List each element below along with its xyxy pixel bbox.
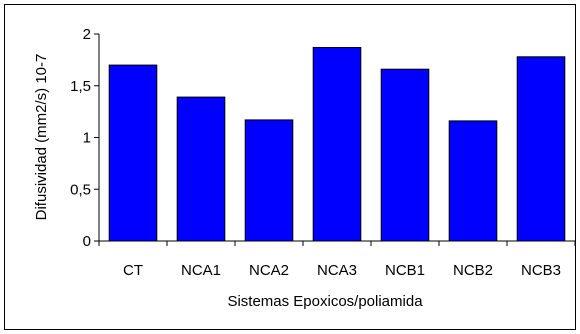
y-tick-label: 0,5 xyxy=(70,181,91,198)
x-tick-label: NCA3 xyxy=(317,262,357,279)
x-tick-label: NCB1 xyxy=(385,262,425,279)
x-ticks-group: CT NCA1 NCA2 NCA3 NCB1 NCB2 NCB3 xyxy=(98,241,576,279)
bar-ct xyxy=(108,64,158,242)
y-tick-label: 2 xyxy=(83,26,91,43)
y-tick-label: 1,5 xyxy=(70,78,91,95)
y-tick-label: 1 xyxy=(83,130,91,147)
bar-ncb1 xyxy=(380,68,430,242)
bar-ncb2 xyxy=(448,120,498,242)
bar-nca1 xyxy=(176,96,226,242)
x-tick-label: CT xyxy=(123,262,143,279)
x-tick-label: NCB3 xyxy=(521,262,561,279)
x-axis-title: Sistemas Epoxicos/poliamida xyxy=(227,293,423,310)
x-tick-label: NCA2 xyxy=(249,262,289,279)
bar-ncb3 xyxy=(516,56,566,242)
bars-group xyxy=(108,47,566,242)
y-tick-label: 0 xyxy=(83,233,91,250)
y-ticks-group: 0 0,5 1 1,5 2 xyxy=(70,26,99,250)
bar-nca3 xyxy=(312,47,362,242)
x-tick-label: NCB2 xyxy=(453,262,493,279)
bar-nca2 xyxy=(244,119,294,242)
y-axis-title: Difusividad (mm2/s) 10-7 xyxy=(33,54,50,221)
x-tick-label: NCA1 xyxy=(181,262,221,279)
